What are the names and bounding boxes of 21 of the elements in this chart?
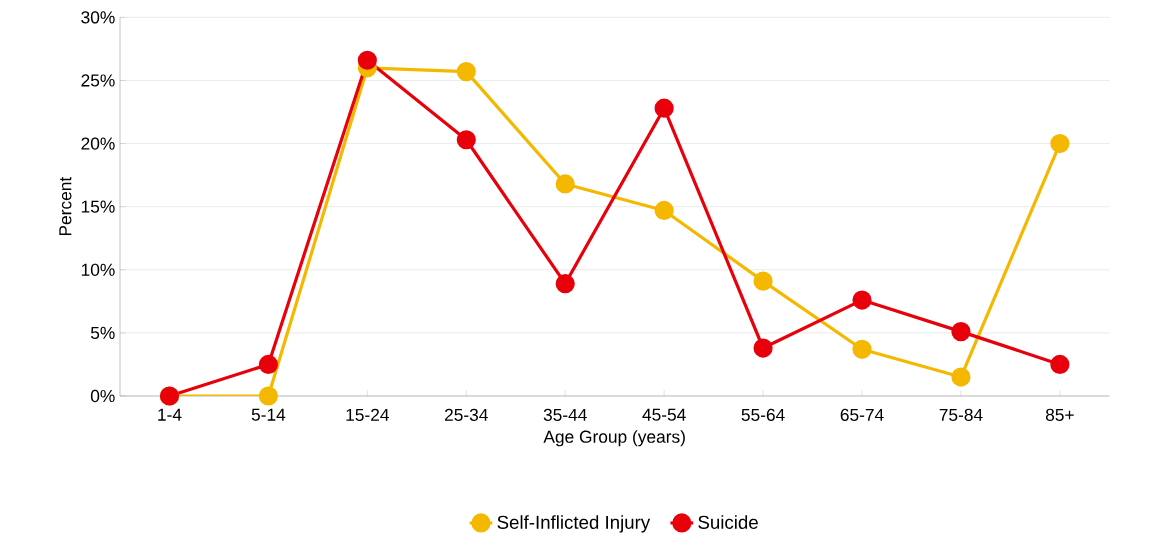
y-tick-label: 10% xyxy=(81,263,115,276)
y-tick-label: 5% xyxy=(90,326,115,339)
x-tick-label: 75-84 xyxy=(939,408,983,421)
x-tick-label: 5-14 xyxy=(251,408,286,421)
y-tick-label: 0% xyxy=(90,389,115,403)
legend-label: Self-Inflicted Injury xyxy=(497,515,651,533)
y-tick-label: 30% xyxy=(81,11,115,24)
x-axis-title: Age Group (years) xyxy=(543,430,685,447)
x-tick-label: 85+ xyxy=(1045,408,1074,421)
y-tick-label: 15% xyxy=(81,200,115,213)
legend-label: Suicide xyxy=(698,515,758,529)
x-tick-label: 45-54 xyxy=(642,408,686,421)
x-tick-label: 15-24 xyxy=(346,408,389,421)
y-axis-title: Percent xyxy=(59,176,72,236)
x-tick-label: 1-4 xyxy=(158,408,182,421)
x-tick-label: 25-34 xyxy=(444,408,488,421)
x-tick-label: 35-44 xyxy=(543,408,587,421)
y-tick-label: 25% xyxy=(81,74,115,87)
x-tick-label: 65-74 xyxy=(840,408,884,421)
y-tick-label: 20% xyxy=(81,137,115,150)
x-tick-label: 55-64 xyxy=(741,408,785,421)
